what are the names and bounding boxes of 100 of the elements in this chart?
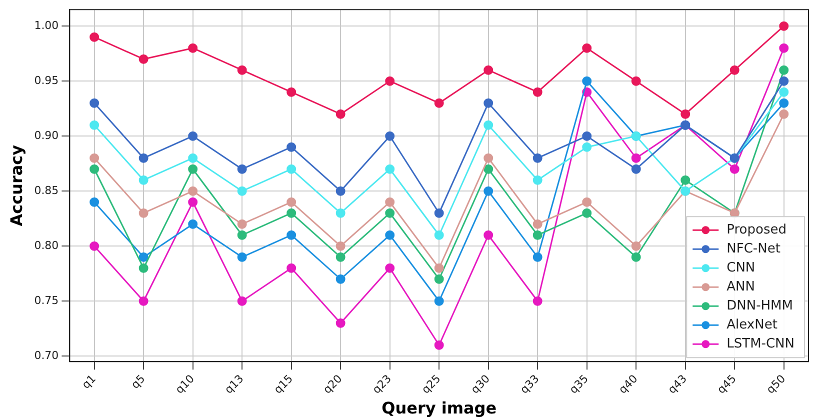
point [90, 241, 100, 251]
point [680, 109, 690, 119]
point [484, 230, 494, 240]
point [434, 230, 444, 240]
x-tick-label: q45 [714, 372, 739, 396]
point [237, 252, 247, 262]
point [631, 164, 641, 174]
point [779, 76, 789, 86]
point [237, 65, 247, 75]
point [237, 230, 247, 240]
point [237, 219, 247, 229]
x-tick-label: q20 [320, 372, 345, 396]
point [188, 164, 198, 174]
x-tick-label: q25 [419, 372, 444, 396]
point [138, 175, 148, 185]
point [188, 131, 198, 141]
point [237, 296, 247, 306]
point [532, 230, 542, 240]
point [631, 241, 641, 251]
point [286, 230, 296, 240]
point [138, 153, 148, 163]
y-tick-label: 0.75 [34, 294, 59, 307]
point [582, 76, 592, 86]
point [779, 109, 789, 119]
point [336, 318, 346, 328]
point [385, 164, 395, 174]
point [434, 263, 444, 273]
point [434, 208, 444, 218]
point [336, 252, 346, 262]
point [582, 208, 592, 218]
point [730, 65, 740, 75]
point [90, 164, 100, 174]
legend-label: CNN [726, 260, 756, 276]
y-tick-label: 1.00 [34, 18, 59, 32]
x-tick-label: q10 [172, 372, 197, 396]
x-tick-label: q33 [518, 372, 542, 396]
point [385, 197, 395, 207]
point [90, 120, 100, 130]
y-tick-label: 0.90 [34, 128, 59, 142]
x-tick-label: q50 [764, 372, 788, 396]
point [385, 76, 395, 86]
point [582, 197, 592, 207]
y-axis-title: Accuracy [6, 144, 26, 226]
point [779, 21, 789, 31]
legend-label: ANN [726, 280, 755, 295]
point [138, 263, 148, 273]
legend-label: LSTM-CNN [726, 336, 795, 352]
point [680, 175, 690, 185]
point [434, 296, 444, 306]
point [237, 186, 247, 196]
point [188, 153, 198, 163]
point [730, 164, 740, 174]
point [484, 186, 494, 196]
point [582, 142, 592, 152]
y-tick-label: 0.95 [34, 74, 59, 87]
point [434, 274, 444, 284]
point [138, 54, 148, 64]
legend-label: NFC-Net [726, 242, 780, 257]
legend-label: DNN-HMM [726, 298, 793, 314]
point [484, 65, 494, 75]
point [90, 197, 100, 207]
point [138, 208, 148, 218]
point [779, 65, 789, 75]
y-tick-label: 0.85 [34, 184, 59, 197]
point [188, 197, 198, 207]
x-tick-label: q40 [616, 372, 640, 396]
point [138, 296, 148, 306]
x-axis-title: Query image [382, 398, 497, 418]
point [237, 164, 247, 174]
point [336, 241, 346, 251]
point [188, 219, 198, 229]
point [90, 153, 100, 163]
point [385, 230, 395, 240]
point [532, 87, 542, 97]
point [336, 208, 346, 218]
point [779, 87, 789, 97]
y-tick-label: 0.80 [34, 238, 59, 252]
x-tick-label: q13 [222, 372, 246, 396]
point [631, 153, 641, 163]
point [532, 296, 542, 306]
point [434, 98, 444, 108]
legend-label: Proposed [726, 222, 786, 238]
x-tick-label: q5 [128, 372, 148, 392]
x-tick-label: q15 [271, 372, 296, 396]
point [385, 131, 395, 141]
point [385, 208, 395, 218]
point [532, 175, 542, 185]
point [90, 98, 100, 108]
point [138, 252, 148, 262]
x-tick-label: q23 [370, 372, 394, 396]
x-tick-label: q43 [665, 372, 690, 396]
point [484, 153, 494, 163]
point [286, 197, 296, 207]
point [532, 219, 542, 229]
point [336, 109, 346, 119]
point [484, 98, 494, 108]
legend-label: AlexNet [726, 318, 778, 333]
point [336, 186, 346, 196]
x-tick-label: q35 [566, 372, 591, 396]
point [286, 208, 296, 218]
